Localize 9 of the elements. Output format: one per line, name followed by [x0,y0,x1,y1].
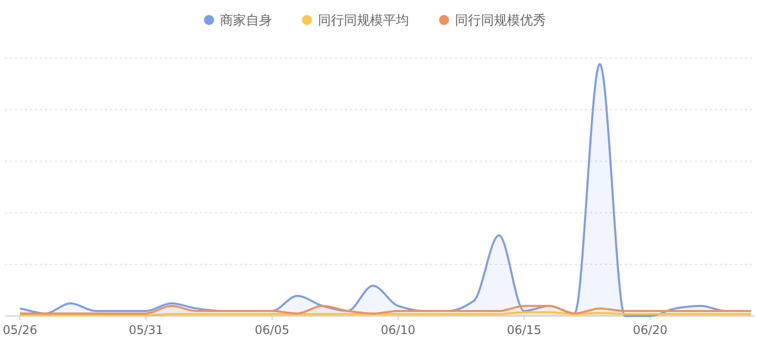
x-tick-label: 06/05 [254,323,290,337]
legend-label: 商家自身 [220,12,272,28]
x-tick-label: 06/20 [632,323,668,337]
x-tick-label: 05/31 [128,323,164,337]
legend-label: 同行同规模优秀 [455,14,546,28]
x-tick-label: 06/10 [380,323,416,337]
legend-label: 同行同规模平均 [318,14,409,28]
x-tick-label: 05/26 [2,323,38,337]
x-tick-label: 06/15 [506,323,542,337]
